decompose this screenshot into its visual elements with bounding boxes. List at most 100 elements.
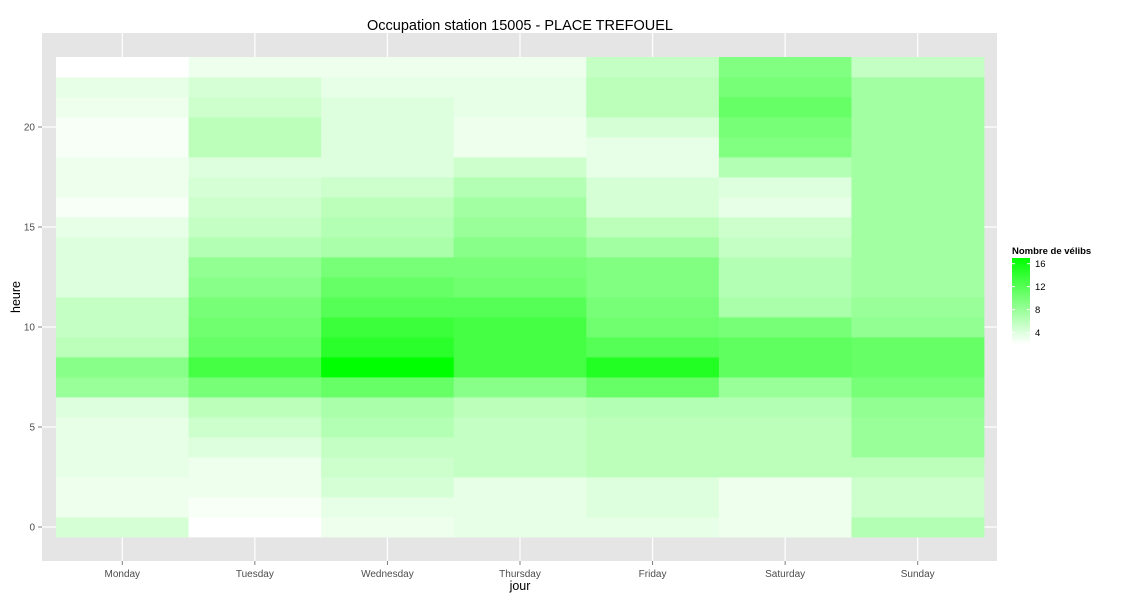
legend-title: Nombre de vélibs: [1012, 246, 1091, 257]
heatmap-cell: [56, 297, 189, 318]
heatmap-cell: [188, 197, 322, 218]
heatmap-cell: [851, 337, 985, 358]
heatmap-cell: [56, 57, 189, 78]
heatmap-cell: [188, 277, 322, 298]
heatmap-cell: [718, 137, 852, 158]
heatmap-cell: [56, 77, 189, 98]
heatmap-cell: [453, 517, 587, 538]
heatmap-cell: [718, 297, 852, 318]
heatmap-cell: [718, 97, 852, 118]
heatmap-cell: [586, 397, 720, 418]
heatmap-cell: [851, 217, 985, 238]
heatmap-cell: [453, 217, 587, 238]
heatmap-cell: [321, 277, 455, 298]
heatmap-cell: [188, 357, 322, 378]
heatmap-cell: [586, 217, 720, 238]
heatmap-cell: [453, 357, 587, 378]
heatmap-cell: [321, 457, 455, 478]
heatmap-cell: [188, 457, 322, 478]
heatmap-cell: [321, 57, 455, 78]
heatmap-cell: [851, 117, 985, 138]
heatmap-cell: [718, 197, 852, 218]
x-tick-label: Monday: [104, 569, 140, 580]
heatmap-cell: [56, 317, 189, 338]
heatmap-cell: [56, 257, 189, 278]
heatmap-cell: [56, 517, 189, 538]
heatmap-cell: [56, 137, 189, 158]
heatmap-cell: [188, 377, 322, 398]
heatmap-cell: [453, 397, 587, 418]
heatmap-cell: [718, 417, 852, 438]
heatmap-cell: [586, 277, 720, 298]
x-axis-ticks: Monday Tuesday Wednesday Thursday Friday Satu…: [104, 561, 935, 580]
heatmap-cell: [56, 117, 189, 138]
heatmap-cell: [718, 117, 852, 138]
heatmap-cell: [851, 157, 985, 178]
heatmap-cell: [453, 137, 587, 158]
heatmap-cell: [321, 397, 455, 418]
x-tick-label: Wednesday: [361, 569, 414, 580]
heatmap-cell: [851, 457, 985, 478]
heatmap-cell: [586, 377, 720, 398]
heatmap-cell: [188, 157, 322, 178]
heatmap-cell: [321, 137, 455, 158]
heatmap-cell: [188, 97, 322, 118]
heatmap-cell: [851, 497, 985, 518]
heatmap-cell: [56, 177, 189, 198]
heatmap-cell: [56, 437, 189, 458]
y-tick-label: 20: [24, 123, 36, 134]
heatmap-cell: [586, 57, 720, 78]
heatmap-cell: [851, 317, 985, 338]
heatmap-cell: [718, 277, 852, 298]
legend-tick-label: 16: [1035, 259, 1046, 270]
heatmap-cell: [56, 457, 189, 478]
heatmap-cell: [453, 297, 587, 318]
heatmap-cell: [453, 337, 587, 358]
heatmap-cell: [321, 197, 455, 218]
heatmap-cell: [188, 57, 322, 78]
heatmap-cell: [718, 257, 852, 278]
legend-tick-label: 8: [1035, 305, 1040, 316]
heatmap-cell: [586, 417, 720, 438]
heatmap-cell: [453, 237, 587, 258]
heatmap-cell: [718, 57, 852, 78]
heatmap-cell: [188, 237, 322, 258]
heatmap-cell: [453, 117, 587, 138]
heatmap-cell: [453, 97, 587, 118]
legend: Nombre de vélibs 4 8 12 16: [1012, 246, 1091, 344]
heatmap-cell: [321, 117, 455, 138]
heatmap-cell: [321, 217, 455, 238]
heatmap-cell: [851, 437, 985, 458]
heatmap-cell: [851, 397, 985, 418]
heatmap-cell: [56, 97, 189, 118]
y-tick-label: 10: [24, 323, 36, 334]
heatmap-cell: [453, 477, 587, 498]
heatmap-cell: [188, 257, 322, 278]
heatmap-cell: [188, 177, 322, 198]
heatmap-cell: [718, 157, 852, 178]
heatmap-cell: [851, 97, 985, 118]
x-tick-label: Saturday: [765, 569, 805, 580]
heatmap-cell: [56, 477, 189, 498]
heatmap-cell: [453, 57, 587, 78]
legend-tick-label: 4: [1035, 328, 1040, 339]
heatmap-cell: [718, 457, 852, 478]
heatmap-cell: [321, 297, 455, 318]
heatmap-cell: [321, 157, 455, 178]
heatmap-cell: [851, 177, 985, 198]
heatmap-cell: [586, 257, 720, 278]
heatmap-cell: [188, 497, 322, 518]
heatmap-cell: [586, 317, 720, 338]
heatmap-cell: [718, 437, 852, 458]
legend-tick-label: 12: [1035, 282, 1046, 293]
heatmap-cell: [453, 257, 587, 278]
chart-title: Occupation station 15005 - PLACE TREFOUE…: [367, 18, 673, 34]
heatmap-cell: [586, 117, 720, 138]
heatmap-cell: [586, 77, 720, 98]
heatmap-cell: [718, 217, 852, 238]
heatmap-cell: [188, 217, 322, 238]
heatmap-cell: [586, 197, 720, 218]
heatmap-cell: [718, 497, 852, 518]
heatmap-cell: [321, 317, 455, 338]
heatmap-cell: [586, 297, 720, 318]
